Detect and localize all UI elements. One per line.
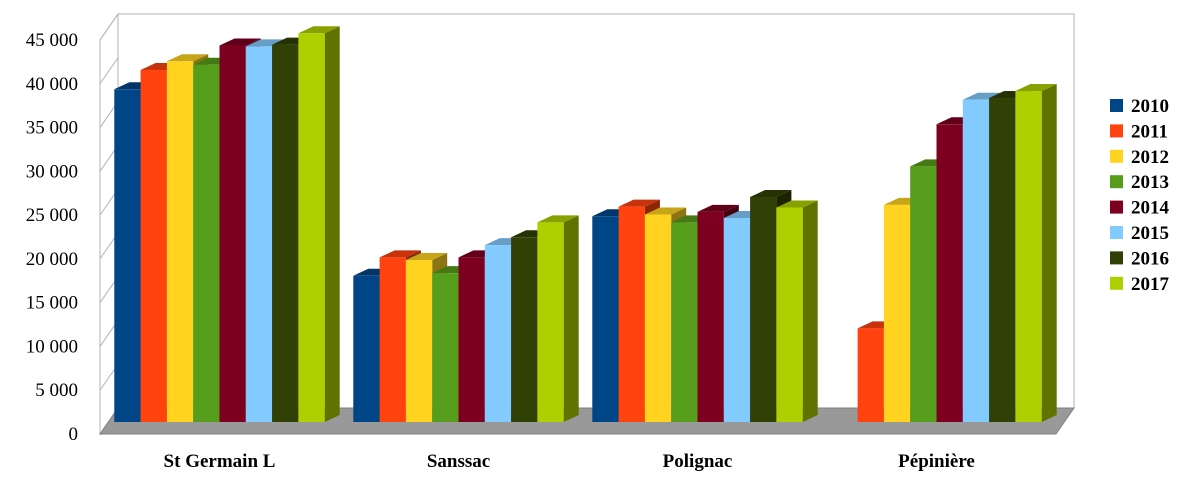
legend-swatch xyxy=(1110,175,1123,189)
legend-item: 2011 xyxy=(1110,121,1168,142)
y-tick-label: 45 000 xyxy=(26,30,78,51)
legend-item: 2013 xyxy=(1110,172,1169,193)
legend-label: 2012 xyxy=(1131,147,1169,168)
legend-swatch xyxy=(1110,251,1123,265)
x-tick-label: Sanssac xyxy=(427,451,490,472)
legend-label: 2014 xyxy=(1131,198,1170,219)
bar xyxy=(1015,84,1057,422)
legend-label: 2015 xyxy=(1131,223,1169,244)
x-tick-label: Pépinière xyxy=(898,451,975,472)
legend-item: 2017 xyxy=(1110,274,1170,295)
legend-swatch xyxy=(1110,149,1123,163)
y-tick-label: 25 000 xyxy=(26,205,78,226)
legend-swatch xyxy=(1110,124,1123,138)
y-tick-label: 15 000 xyxy=(26,293,78,314)
legend-label: 2016 xyxy=(1131,248,1169,269)
x-tick-label: Polignac xyxy=(663,451,733,472)
legend: 2010 2011 2012 2013 2014 2015 2016 2017 xyxy=(1110,96,1170,295)
legend-label: 2011 xyxy=(1131,121,1168,142)
y-tick-label: 10 000 xyxy=(26,336,78,357)
x-tick-label: St Germain L xyxy=(164,451,276,472)
gridline-side xyxy=(99,57,119,85)
bar xyxy=(298,26,340,423)
legend-label: 2010 xyxy=(1131,96,1169,117)
legend-swatch xyxy=(1110,276,1123,290)
y-tick-label: 5 000 xyxy=(35,380,78,401)
legend-swatch xyxy=(1110,99,1123,112)
y-tick-label: 35 000 xyxy=(26,118,78,139)
plot-floor xyxy=(99,407,1075,435)
y-axis-ticks: 0 5 000 10 000 15 000 20 000 25 000 30 000 35 0… xyxy=(26,30,78,445)
legend-label: 2017 xyxy=(1131,274,1170,295)
legend-item: 2010 xyxy=(1110,96,1169,117)
legend-label: 2013 xyxy=(1131,172,1169,193)
bar xyxy=(776,200,818,422)
legend-swatch xyxy=(1110,200,1123,214)
bars xyxy=(114,26,1057,423)
y-tick-label: 0 xyxy=(69,424,79,445)
y-tick-label: 30 000 xyxy=(26,161,78,182)
bar xyxy=(537,215,579,422)
legend-swatch xyxy=(1110,226,1123,239)
y-tick-label: 20 000 xyxy=(26,249,78,270)
x-axis-ticks: St Germain L Sanssac Polignac Pépinière xyxy=(164,451,975,472)
legend-item: 2015 xyxy=(1110,223,1169,244)
legend-item: 2012 xyxy=(1110,147,1169,168)
y-tick-label: 40 000 xyxy=(26,74,78,95)
legend-item: 2016 xyxy=(1110,248,1169,269)
legend-item: 2014 xyxy=(1110,198,1170,219)
